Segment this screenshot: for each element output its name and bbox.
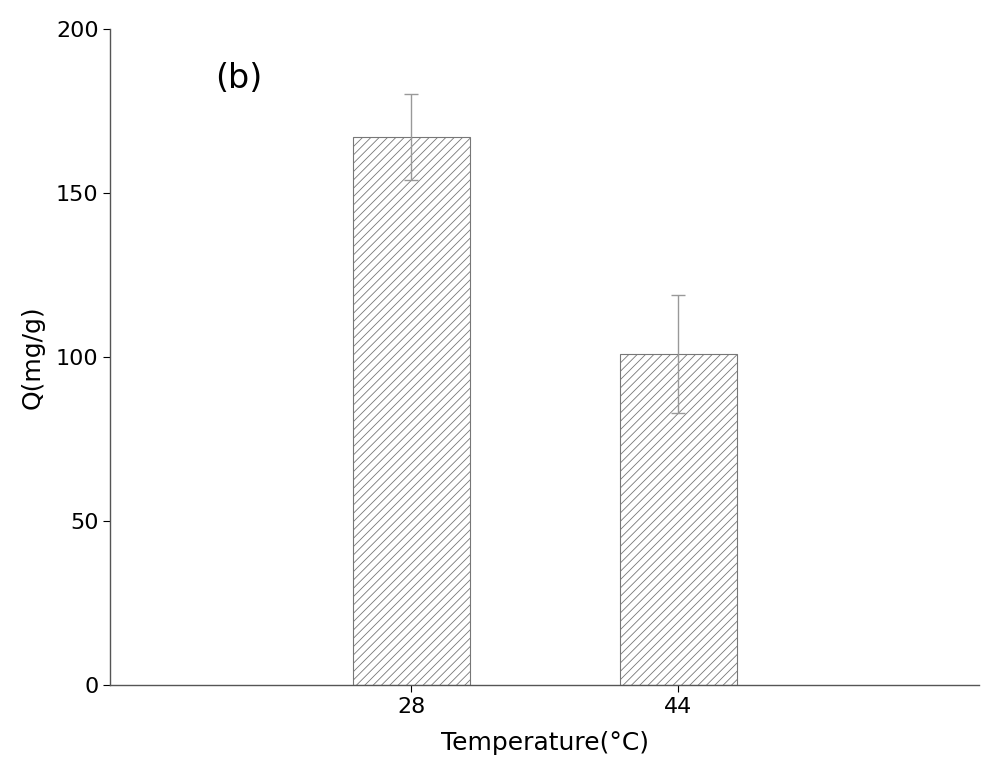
Bar — [353, 137, 470, 685]
Bar — [620, 354, 737, 685]
Text: (b): (b) — [215, 61, 262, 95]
Y-axis label: Q(mg/g): Q(mg/g) — [21, 305, 45, 409]
X-axis label: Temperature(°C): Temperature(°C) — [441, 731, 649, 755]
